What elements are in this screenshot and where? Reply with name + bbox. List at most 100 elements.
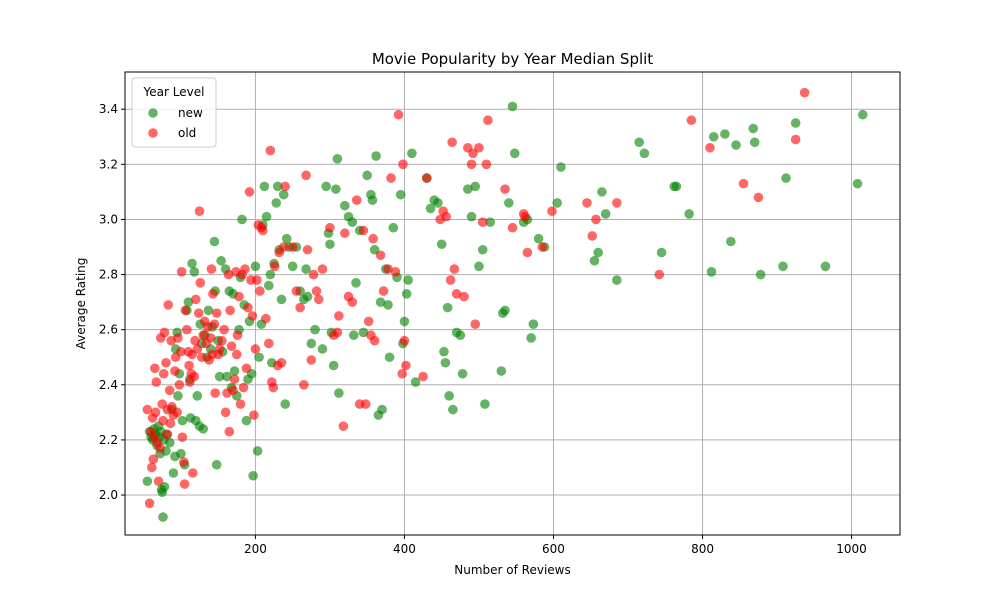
data-point-new bbox=[706, 267, 717, 277]
data-point-new bbox=[211, 459, 222, 470]
data-point-new bbox=[265, 269, 276, 280]
data-point-old bbox=[368, 233, 378, 244]
legend-label-old: old bbox=[178, 126, 196, 140]
data-point-new bbox=[496, 366, 507, 376]
data-point-new bbox=[639, 148, 650, 159]
data-point-new bbox=[271, 198, 282, 208]
data-point-old bbox=[325, 222, 335, 233]
data-point-old bbox=[466, 159, 477, 170]
data-point-old bbox=[220, 407, 231, 418]
data-point-new bbox=[533, 233, 544, 244]
data-point-old bbox=[165, 418, 176, 429]
data-point-new bbox=[351, 278, 361, 288]
data-point-new bbox=[340, 200, 350, 211]
data-point-new bbox=[302, 291, 313, 302]
data-point-old bbox=[148, 454, 159, 465]
data-point-old bbox=[238, 382, 249, 393]
plot-frame bbox=[124, 71, 901, 536]
data-point-new bbox=[250, 261, 261, 272]
data-point-new bbox=[362, 170, 372, 181]
data-point-old bbox=[176, 267, 187, 277]
data-point-old bbox=[459, 291, 469, 302]
data-point-new bbox=[248, 470, 258, 481]
data-point-new bbox=[755, 269, 766, 280]
data-point-new bbox=[425, 203, 436, 214]
data-point-old bbox=[398, 159, 408, 170]
data-point-old bbox=[219, 324, 229, 335]
data-point-old bbox=[753, 192, 764, 203]
data-point-old bbox=[269, 261, 280, 272]
data-point-new bbox=[781, 173, 791, 183]
data-point-old bbox=[189, 371, 200, 382]
data-point-old bbox=[295, 302, 305, 313]
data-point-new bbox=[164, 437, 175, 448]
data-point-new bbox=[306, 338, 317, 349]
data-point-old bbox=[582, 198, 592, 208]
data-point-old bbox=[477, 217, 488, 227]
data-point-new bbox=[778, 261, 788, 272]
data-point-new bbox=[656, 247, 667, 258]
data-point-old bbox=[686, 115, 697, 126]
legend-label-new: new bbox=[178, 106, 203, 120]
data-point-old bbox=[206, 264, 217, 274]
data-point-old bbox=[195, 278, 206, 288]
data-point-old bbox=[587, 231, 598, 241]
data-point-old bbox=[240, 264, 250, 274]
data-point-old bbox=[173, 333, 183, 343]
data-point-new bbox=[600, 209, 611, 219]
data-point-new bbox=[347, 217, 358, 227]
data-point-new bbox=[375, 297, 386, 307]
data-point-old bbox=[179, 479, 190, 489]
data-point-new bbox=[597, 187, 607, 197]
data-point-new bbox=[158, 512, 168, 522]
data-point-new bbox=[328, 360, 339, 371]
data-point-old bbox=[268, 382, 279, 393]
data-point-old bbox=[217, 335, 227, 346]
y-tick-label: 2.4 bbox=[99, 378, 118, 392]
data-point-new bbox=[310, 324, 320, 335]
data-point-old bbox=[172, 407, 182, 418]
data-point-old bbox=[247, 311, 258, 321]
data-point-new bbox=[457, 368, 468, 379]
data-point-new bbox=[462, 184, 473, 194]
data-point-old bbox=[332, 327, 343, 338]
data-point-old bbox=[190, 335, 200, 346]
data-point-old bbox=[159, 327, 170, 338]
data-point-old bbox=[163, 300, 174, 310]
y-tick-label: 2.6 bbox=[99, 323, 118, 337]
data-point-old bbox=[208, 289, 218, 299]
data-point-old bbox=[291, 286, 302, 296]
data-point-old bbox=[226, 341, 237, 352]
data-point-old bbox=[174, 380, 185, 390]
data-point-old bbox=[177, 432, 188, 442]
data-point-old bbox=[390, 267, 401, 277]
data-point-old bbox=[249, 410, 259, 420]
data-point-new bbox=[281, 233, 292, 244]
data-point-old bbox=[338, 421, 349, 431]
x-tick-label: 600 bbox=[542, 542, 565, 556]
y-axis-label: Average Rating bbox=[74, 258, 88, 350]
legend: Year Level new old bbox=[131, 77, 217, 148]
data-point-new bbox=[474, 261, 484, 272]
data-point-new bbox=[507, 101, 518, 112]
data-point-old bbox=[209, 319, 220, 329]
data-point-new bbox=[388, 222, 399, 233]
data-point-old bbox=[231, 349, 242, 360]
data-point-old bbox=[383, 264, 393, 274]
data-point-old bbox=[164, 385, 175, 396]
data-point-new bbox=[287, 261, 298, 272]
data-point-new bbox=[477, 244, 488, 255]
data-point-new bbox=[348, 330, 359, 340]
y-tick-label: 2.0 bbox=[99, 488, 118, 502]
data-point-old bbox=[547, 206, 557, 216]
data-point-new bbox=[383, 300, 393, 310]
data-point-new bbox=[173, 391, 183, 401]
legend-marker-old bbox=[148, 128, 158, 138]
data-point-old bbox=[483, 115, 493, 126]
data-point-new bbox=[241, 415, 252, 426]
data-point-new bbox=[367, 195, 378, 205]
data-point-new bbox=[222, 371, 232, 382]
data-point-old bbox=[158, 415, 168, 426]
data-point-old bbox=[397, 368, 408, 379]
